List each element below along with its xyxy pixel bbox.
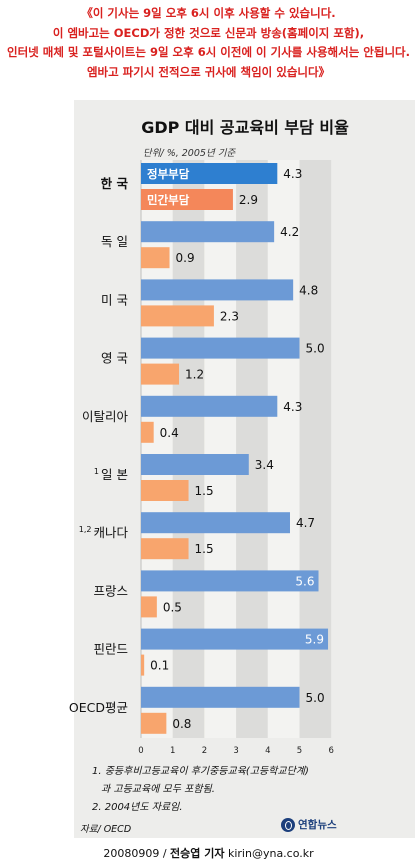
- bar-private: [141, 363, 180, 385]
- x-tick-label: 1: [170, 746, 175, 756]
- category-label: 독 일: [101, 234, 128, 249]
- embargo-line: 이 엠바고는 OECD가 정한 것으로 신문과 방송(홈페이지 포함),: [52, 25, 365, 40]
- value-label-private: 0.5: [163, 600, 182, 614]
- category-footnote-mark: 1: [94, 467, 99, 476]
- category-label: OECD평균: [69, 700, 128, 715]
- credit-date: 20080909 /: [103, 847, 167, 860]
- value-label-government: 5.0: [306, 342, 325, 356]
- x-tick-label: 0: [138, 746, 143, 756]
- bar-government: [141, 221, 275, 243]
- category-label: 영 국: [101, 351, 128, 366]
- grid-column: [172, 160, 205, 738]
- logo-text: 연합뉴스: [298, 819, 337, 831]
- value-label-private: 2.3: [220, 309, 239, 323]
- value-label-private: 0.9: [176, 251, 195, 265]
- value-label-government: 4.7: [296, 516, 315, 530]
- bar-government: [141, 337, 300, 359]
- bar-private: [141, 538, 189, 560]
- credit-reporter: 전승엽 기자: [170, 847, 225, 860]
- bar-private: [141, 421, 154, 443]
- value-label-government: 4.2: [280, 225, 299, 239]
- footnote: 2. 2004년도 자료임.: [92, 801, 183, 813]
- grid-column: [267, 160, 300, 738]
- category-label: 캐나다: [93, 525, 128, 540]
- grid-column: [236, 160, 268, 738]
- value-label-government: 4.8: [299, 283, 318, 297]
- value-label-private: 1.2: [185, 368, 204, 382]
- x-tick-label: 2: [202, 746, 207, 756]
- embargo-line: 《이 기사는 9일 오후 6시 이후 사용할 수 있습니다.: [81, 6, 336, 20]
- embargo-line: 인터넷 매체 및 포털사이트는 9일 오후 6시 이전에 이 기사를 사용해서는…: [7, 45, 410, 59]
- category-label: 한 국: [101, 176, 129, 191]
- grid-column: [141, 160, 173, 738]
- grid-column: [204, 160, 237, 738]
- embargo-line: 엠바고 파기시 전적으로 귀사에 책임이 있습니다》: [86, 64, 331, 79]
- value-label-government: 4.3: [283, 167, 302, 181]
- value-label-government: 4.3: [283, 400, 302, 414]
- yonhap-logo-icon: [281, 817, 295, 832]
- category-label: 핀란드: [93, 642, 128, 657]
- bar-government: [141, 395, 278, 417]
- category-label: 이탈리아: [82, 409, 129, 424]
- bar-government: [141, 163, 278, 184]
- bar-government: [141, 454, 249, 475]
- bar-private: [141, 712, 167, 734]
- value-label-private: 0.1: [150, 659, 169, 673]
- bar-private: [141, 480, 189, 501]
- value-label-government: 5.6: [295, 574, 314, 588]
- embargo-notice: 《이 기사는 9일 오후 6시 이후 사용할 수 있습니다. 이 엠바고는 OE…: [0, 0, 417, 100]
- legend-private: 민간부담: [147, 193, 190, 207]
- value-label-government: 5.9: [305, 633, 324, 647]
- value-label-private: 0.4: [160, 426, 179, 440]
- category-label: 미 국: [101, 292, 128, 307]
- category-label: 프랑스: [93, 583, 128, 598]
- value-label-government: 3.4: [255, 458, 274, 472]
- bar-government: [141, 628, 329, 650]
- x-tick-label: 4: [265, 746, 270, 756]
- bar-private: [141, 247, 170, 269]
- bar-private: [141, 654, 145, 676]
- bar-private: [141, 189, 233, 210]
- value-label-private: 1.5: [195, 484, 214, 498]
- footnote: 과 고등교육에 모두 포함됨.: [101, 783, 215, 795]
- value-label-private: 2.9: [239, 193, 258, 207]
- bar-government: [141, 686, 300, 708]
- x-tick-label: 5: [297, 746, 302, 756]
- unit-note: 단위/ %, 2005년 기준: [143, 148, 236, 159]
- bar-private: [141, 305, 214, 327]
- bar-private: [141, 596, 157, 618]
- x-tick-label: 3: [233, 746, 238, 756]
- source-note: 자료/ OECD: [80, 824, 131, 835]
- legend-government: 정부부담: [147, 167, 190, 181]
- bar-government: [141, 512, 290, 534]
- chart-title: GDP 대비 공교육비 부담 비율: [141, 118, 349, 137]
- yonhap-logo: 연합뉴스: [281, 817, 337, 832]
- value-label-private: 1.5: [195, 542, 214, 556]
- grid-column: [299, 160, 332, 738]
- footnote: 1. 중등후비고등교육이 후기중등교육(고등학교단계): [92, 765, 309, 777]
- value-label-government: 5.0: [306, 691, 325, 705]
- credit-email: kirin@yna.co.kr: [227, 847, 314, 860]
- bar-government: [141, 570, 319, 592]
- credit-line: 20080909 / 전승엽 기자 kirin@yna.co.kr: [0, 845, 417, 861]
- category-label: 일 본: [101, 467, 128, 482]
- value-label-private: 0.8: [172, 717, 191, 731]
- category-footnote-mark: 1,2: [79, 525, 92, 534]
- bar-government: [141, 279, 294, 301]
- x-tick-label: 6: [328, 746, 333, 756]
